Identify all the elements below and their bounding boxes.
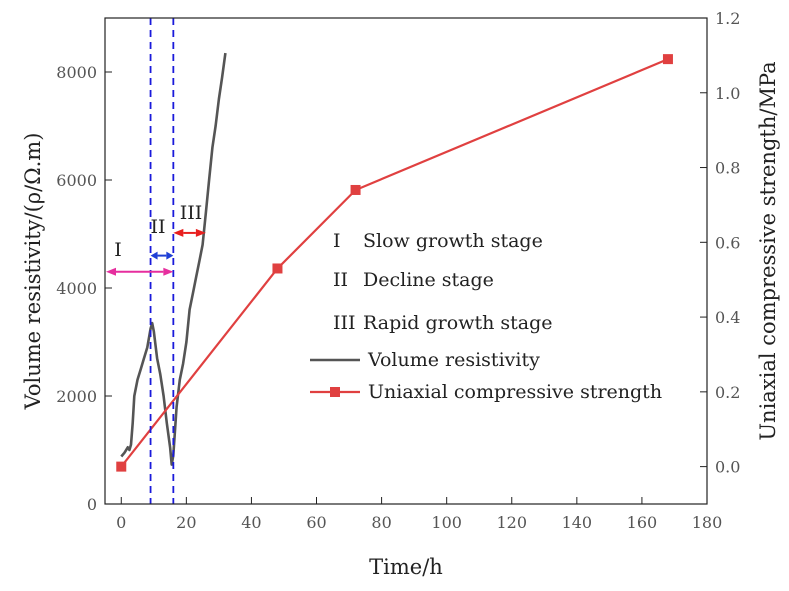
x-tick-label: 0 — [116, 513, 126, 532]
y-left-tick-label: 6000 — [56, 171, 97, 190]
stage-label: Slow growth stage — [363, 230, 543, 252]
stage-2-arrow-head-right — [166, 251, 174, 260]
stage-label: Rapid growth stage — [363, 312, 553, 334]
stage-1-arrow-head-left — [106, 267, 116, 276]
y-right-tick-label: 0.4 — [715, 308, 740, 327]
y-right-tick-label: 0.6 — [715, 233, 740, 252]
y-left-axis-title: Volume resistivity/(ρ/Ω.m) — [21, 133, 45, 411]
y-right-tick-label: 0.2 — [715, 383, 740, 402]
stage-description-3: III Rapid growth stage — [333, 312, 553, 334]
x-tick-label: 120 — [496, 513, 527, 532]
stage-3-numeral: III — [180, 202, 203, 224]
stage-2-arrow-head-left — [150, 251, 158, 260]
stage-3-arrow-head-right — [195, 228, 206, 237]
y-left-tick-label: 2000 — [56, 387, 97, 406]
stage-numeral: II — [333, 269, 348, 291]
y-right-tick-label: 0.8 — [715, 159, 740, 178]
y-right-tick-label: 0.0 — [715, 458, 740, 477]
stage-1-arrow — [106, 267, 174, 276]
resistivity-line — [120, 52, 227, 466]
plot-frame — [104, 17, 708, 505]
legend-strength-label: Uniaxial compressive strength — [368, 381, 662, 403]
legend-strength-marker — [330, 387, 340, 397]
y-left-tick-label: 0 — [87, 495, 97, 514]
stage-2-numeral: II — [150, 216, 165, 238]
y-left-tick-label: 4000 — [56, 279, 97, 298]
strength-point — [272, 263, 283, 274]
stage-label: Decline stage — [363, 269, 494, 291]
strength-point — [350, 184, 361, 195]
x-tick-label: 100 — [431, 513, 462, 532]
y-right-tick-label: 1.0 — [715, 84, 740, 103]
stage-description-2: II Decline stage — [333, 269, 494, 291]
axis-layer: 0 20 40 60 80 100 120 140 160 180 0 2000 4000 6000 800… — [21, 9, 780, 579]
x-tick-label: 140 — [562, 513, 593, 532]
x-tick-label: 40 — [241, 513, 261, 532]
strength-point — [116, 461, 127, 472]
x-tick-label: 60 — [306, 513, 326, 532]
x-tick-label: 80 — [371, 513, 391, 532]
y-left-tick-label: 8000 — [56, 63, 97, 82]
x-tick-label: 180 — [692, 513, 723, 532]
x-tick-label: 160 — [627, 513, 658, 532]
stage-1-numeral: I — [114, 239, 122, 261]
stage-description-1: I Slow growth stage — [333, 230, 543, 252]
y-right-tick-label: 1.2 — [715, 9, 740, 28]
legend-resistivity-label: Volume resistivity — [367, 349, 540, 371]
stage-3-arrow-head-left — [173, 228, 184, 237]
stage-1-arrow-head-right — [163, 267, 174, 276]
stage-numeral: I — [333, 230, 341, 252]
x-tick-label: 20 — [176, 513, 196, 532]
y-right-axis-title: Uniaxial compressive strength/MPa — [756, 61, 780, 440]
stage-numeral: III — [333, 312, 356, 334]
strength-line — [120, 58, 669, 468]
series-layer — [116, 52, 673, 472]
legend: Volume resistivity Uniaxial compressive s… — [310, 349, 662, 403]
stage-3-arrow — [173, 228, 206, 237]
x-axis-title: Time/h — [369, 555, 443, 579]
strength-point — [662, 54, 673, 65]
stage-2-arrow — [150, 251, 174, 260]
